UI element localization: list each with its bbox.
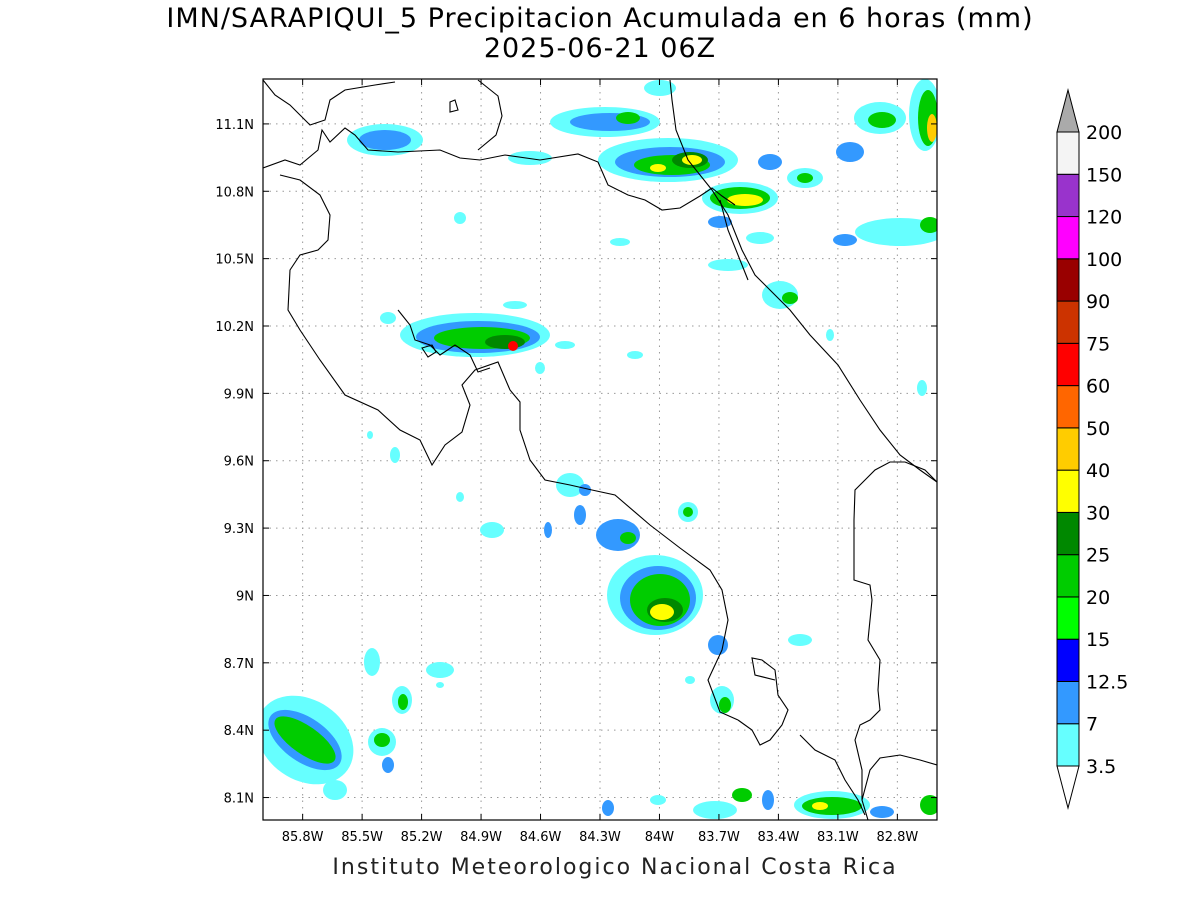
- map-title: IMN/SARAPIQUI_5 Precipitacion Acumulada …: [166, 3, 1034, 34]
- legend-label: 25: [1086, 545, 1110, 567]
- lon-tick-label: 85.8W: [282, 830, 324, 845]
- lon-tick-label: 83.1W: [817, 830, 859, 845]
- coastline-nicoya: [397, 309, 491, 373]
- map-subtitle: 2025-06-21 06Z: [483, 33, 717, 64]
- legend-label: 3.5: [1086, 756, 1116, 778]
- legend-color-box: [1056, 511, 1080, 556]
- legend-color-box: [1056, 469, 1080, 513]
- footer-credit: Instituto Meteorologico Nacional Costa R…: [332, 855, 898, 880]
- lat-tick-label: 10.8N: [215, 185, 254, 200]
- lon-tick-label: 83.7W: [698, 830, 740, 845]
- legend-label: 7: [1086, 714, 1098, 736]
- osa-peninsula: [737, 657, 789, 746]
- legend-color-box: [1056, 258, 1080, 302]
- legend-label: 90: [1086, 291, 1110, 313]
- legend-color-box: [1056, 131, 1080, 175]
- legend-over-triangle: [1056, 88, 1080, 133]
- burica: [799, 734, 866, 816]
- coastlines: [263, 79, 937, 820]
- lon-tick-label: 83.4W: [758, 830, 800, 845]
- legend-color-box: [1056, 173, 1080, 218]
- legend-label: 100: [1086, 249, 1122, 271]
- lat-tick-label: 8.7N: [224, 657, 254, 672]
- rain-area-bottom: [602, 788, 937, 819]
- legend-label: 75: [1086, 333, 1110, 355]
- rain-area-southwest: [263, 648, 454, 800]
- island-1: [421, 344, 437, 358]
- legend-labels: 3.5 7 12.5 15 20 25 30 40 50 60 75 90 100 120 150 200: [1086, 122, 1128, 778]
- legend-label: 120: [1086, 207, 1122, 229]
- legend-color-box: [1056, 596, 1080, 640]
- lon-tick-label: 82.8W: [876, 830, 918, 845]
- legend-color-box: [1056, 427, 1080, 471]
- lat-tick-label: 9N: [236, 589, 254, 604]
- legend-color-box: [1056, 300, 1080, 344]
- legend-color-box: [1056, 638, 1080, 682]
- color-legend: 3.5 7 12.5 15 20 25 30 40 50 60 75 90 100 120 150 200: [1056, 88, 1128, 810]
- lat-tick-label: 9.9N: [224, 387, 254, 402]
- lon-tick-label: 84W: [645, 830, 675, 845]
- legend-color-box: [1056, 216, 1080, 260]
- legend-label: 150: [1086, 164, 1122, 186]
- lon-tick-label: 84.9W: [460, 830, 502, 845]
- lat-tick-label: 10.5N: [215, 253, 254, 268]
- legend-label: 12.5: [1086, 671, 1128, 693]
- border-nicaragua-east: [719, 199, 749, 281]
- caribbean-coast: [669, 79, 937, 483]
- lat-tick-label: 9.6N: [224, 455, 254, 470]
- panama-coast: [861, 754, 937, 801]
- lat-tick-label: 11.1N: [215, 118, 254, 133]
- legend-color-box: [1056, 680, 1080, 725]
- legend-color-box: [1056, 723, 1080, 767]
- legend-label: 40: [1086, 460, 1110, 482]
- coastline-west: [279, 174, 739, 721]
- legend-color-box: [1056, 554, 1080, 598]
- lon-tick-label: 84.6W: [520, 830, 562, 845]
- legend-color-boxes: [1056, 88, 1080, 810]
- legend-label: 200: [1086, 122, 1122, 144]
- rain-area-north: [347, 79, 937, 309]
- lat-tick-label: 8.4N: [224, 724, 254, 739]
- rain-area-south: [367, 431, 812, 714]
- lat-tick-label: 9.3N: [224, 522, 254, 537]
- map-panel: 85.8W 85.5W 85.2W 84.9W 84.6W 84.3W 84W 83.7W 83…: [215, 78, 938, 845]
- island-2: [449, 99, 459, 113]
- lon-tick-label: 84.3W: [579, 830, 621, 845]
- legend-label: 15: [1086, 629, 1110, 651]
- precipitation-field: [263, 79, 937, 819]
- rain-area-central: [380, 301, 927, 396]
- legend-label: 60: [1086, 376, 1110, 398]
- axis-ticks: 85.8W 85.5W 85.2W 84.9W 84.6W 84.3W 84W 83.7W 83…: [215, 79, 937, 845]
- lon-tick-label: 85.2W: [401, 830, 443, 845]
- border-panama: [853, 461, 937, 820]
- coastline-pacific: [263, 127, 736, 211]
- legend-label: 30: [1086, 502, 1110, 524]
- lon-tick-label: 85.5W: [341, 830, 383, 845]
- lake-nicaragua: [263, 79, 396, 126]
- legend-label: 50: [1086, 418, 1110, 440]
- lat-tick-label: 8.1N: [224, 792, 254, 807]
- legend-under-triangle: [1056, 765, 1080, 810]
- lat-tick-label: 10.2N: [215, 320, 254, 335]
- lake-nicaragua-east: [477, 79, 503, 151]
- legend-color-box: [1056, 342, 1080, 387]
- map-gridlines: [263, 79, 937, 820]
- legend-label: 20: [1086, 587, 1110, 609]
- legend-color-box: [1056, 385, 1080, 429]
